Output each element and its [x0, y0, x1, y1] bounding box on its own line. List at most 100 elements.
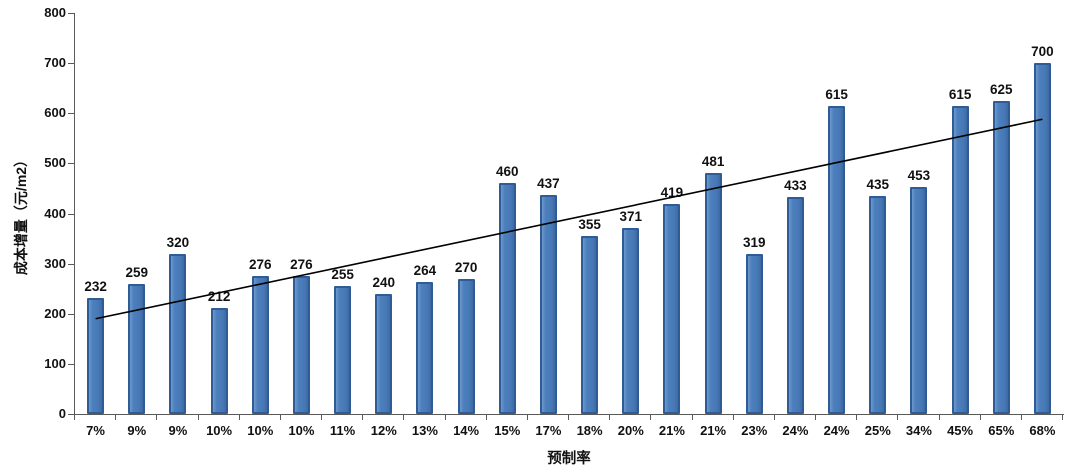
bar-value-label: 371 — [619, 209, 643, 225]
x-axis-tick — [403, 415, 405, 420]
bar-value-label: 453 — [907, 167, 931, 183]
bar — [128, 284, 146, 414]
bar — [581, 236, 599, 414]
bar — [87, 297, 105, 414]
y-tick-label: 300 — [44, 255, 66, 271]
x-axis-tick — [485, 415, 487, 420]
bar — [251, 275, 269, 414]
x-tick-label: 15% — [494, 423, 521, 438]
bar-value-label: 700 — [1031, 44, 1054, 60]
y-axis-tick — [68, 263, 74, 265]
x-tick-label: 11% — [329, 423, 356, 438]
x-axis-tick — [938, 415, 940, 420]
x-tick-label: 25% — [864, 423, 891, 438]
x-axis-tick — [115, 415, 117, 420]
bar — [663, 203, 681, 414]
x-axis-tick — [568, 415, 569, 420]
bar — [992, 100, 1010, 414]
x-tick-label: 9% — [127, 423, 147, 438]
y-axis-line — [74, 13, 75, 415]
x-tick-label: 21% — [700, 423, 727, 438]
x-tick-label: 68% — [1029, 423, 1056, 438]
x-axis-tick — [815, 415, 816, 420]
x-axis-tick — [609, 415, 611, 420]
y-axis-tick — [68, 414, 74, 415]
bar-value-label: 259 — [125, 265, 149, 281]
x-axis-tick — [773, 415, 775, 420]
x-tick-label: 7% — [86, 423, 105, 438]
x-axis-tick — [1062, 415, 1063, 420]
x-tick-label: 9% — [168, 423, 188, 438]
bar-value-label: 437 — [537, 175, 560, 191]
x-tick-label: 23% — [741, 423, 768, 438]
y-tick-label: 200 — [44, 305, 66, 321]
x-axis-tick — [74, 415, 75, 420]
bar — [210, 307, 228, 414]
y-tick-label: 600 — [44, 105, 66, 121]
y-tick-label: 800 — [44, 5, 66, 20]
x-axis-tick — [279, 415, 281, 420]
x-tick-label: 24% — [782, 423, 809, 438]
x-tick-label: 65% — [988, 423, 1015, 438]
x-axis-tick — [197, 415, 199, 420]
x-tick-label: 34% — [905, 423, 932, 438]
bar — [869, 195, 887, 414]
x-axis-tick — [691, 415, 693, 420]
bar-value-label: 419 — [660, 184, 684, 200]
y-axis-tick — [68, 313, 74, 315]
bar-value-label: 319 — [742, 235, 766, 251]
x-axis-tick — [732, 415, 734, 420]
bar — [786, 196, 804, 414]
y-tick-label: 0 — [58, 406, 66, 421]
y-tick-label: 700 — [44, 55, 66, 71]
x-axis-tick — [897, 415, 899, 420]
x-tick-label: 10% — [288, 423, 315, 438]
bar-value-label: 615 — [948, 86, 972, 102]
bar — [951, 105, 969, 414]
y-axis-tick — [68, 213, 74, 215]
bar — [334, 286, 352, 414]
x-axis-title: 预制率 — [547, 451, 591, 467]
y-tick-label: 400 — [44, 205, 66, 221]
bar-value-label: 320 — [166, 234, 190, 250]
x-axis-tick — [979, 415, 981, 420]
bar — [169, 253, 187, 414]
bar — [292, 275, 310, 414]
x-axis-tick — [362, 415, 364, 420]
x-tick-label: 20% — [617, 423, 644, 438]
x-axis-tick — [1020, 415, 1022, 420]
x-axis-tick — [321, 415, 322, 420]
bar — [1033, 63, 1051, 414]
bar — [375, 293, 393, 414]
x-tick-label: 17% — [535, 423, 562, 438]
bar — [745, 254, 763, 414]
bar-value-label: 270 — [454, 259, 478, 275]
bar-value-label: 433 — [784, 177, 807, 193]
x-tick-label: 12% — [370, 423, 397, 438]
y-tick-label: 500 — [44, 155, 66, 171]
x-tick-label: 14% — [453, 423, 480, 438]
x-axis-tick — [856, 415, 858, 420]
x-tick-label: 10% — [247, 423, 274, 438]
y-axis-tick — [68, 163, 74, 165]
x-axis-tick — [238, 415, 240, 420]
y-axis-tick — [68, 63, 74, 65]
bar-value-label: 615 — [825, 86, 848, 102]
x-axis-tick — [650, 415, 652, 420]
x-tick-label: 10% — [206, 423, 233, 438]
bar-value-label: 212 — [207, 288, 231, 304]
x-axis-tick — [526, 415, 528, 420]
y-axis-tick — [68, 113, 74, 115]
x-tick-label: 45% — [947, 423, 974, 438]
y-axis-tick — [68, 13, 74, 14]
x-tick-label: 21% — [658, 423, 685, 438]
x-tick-label: 18% — [576, 423, 603, 438]
bar-value-label: 481 — [701, 153, 725, 169]
bar — [498, 183, 516, 414]
y-axis-tick — [68, 363, 74, 365]
y-tick-label: 100 — [44, 355, 66, 371]
bar — [539, 194, 557, 414]
bar — [416, 281, 434, 414]
bar — [457, 278, 475, 414]
